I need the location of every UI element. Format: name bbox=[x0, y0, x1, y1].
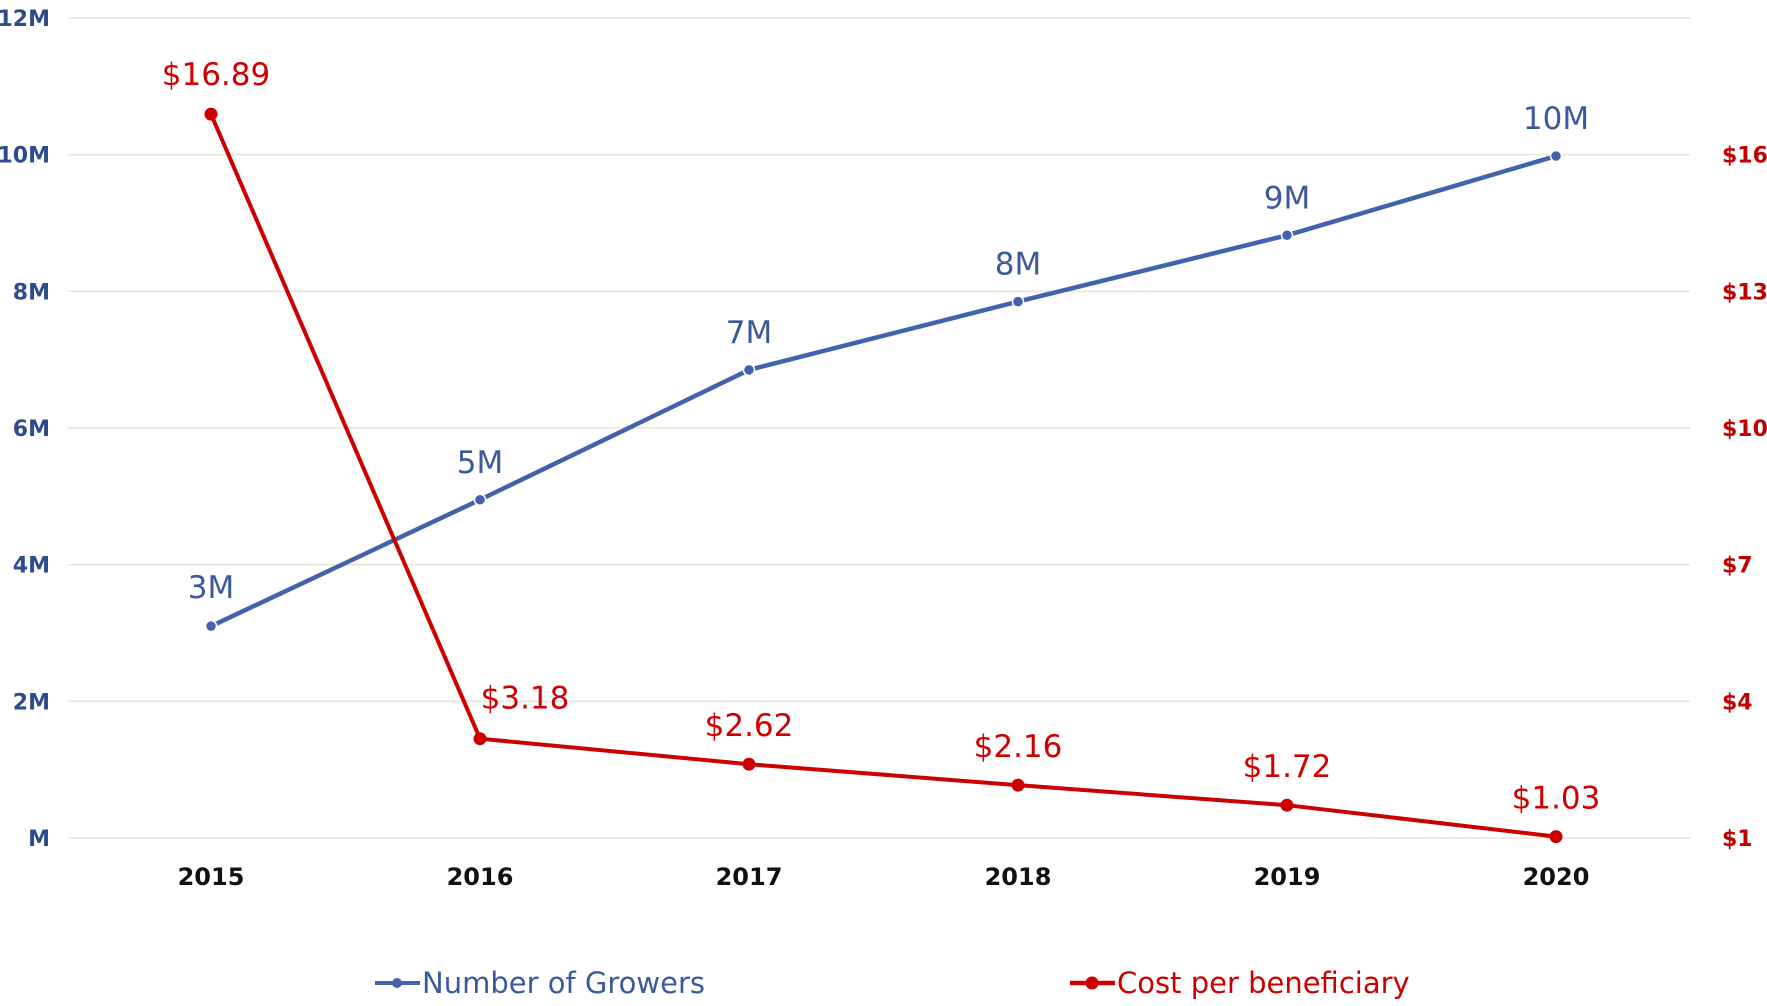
right-tick-label: $10 bbox=[1722, 417, 1767, 442]
growers-data-label: 3M bbox=[188, 570, 234, 606]
series bbox=[204, 107, 1563, 844]
legend-cost-label: Cost per beneficiary bbox=[1117, 966, 1410, 1000]
left-tick-label: 8M bbox=[13, 280, 50, 305]
cost-line bbox=[209, 112, 1558, 839]
cost-point bbox=[1011, 778, 1025, 792]
x-tick-label: 2015 bbox=[178, 863, 245, 891]
legend-cost-marker bbox=[1085, 976, 1099, 990]
growers-point bbox=[204, 619, 218, 633]
legend-growers-marker bbox=[392, 978, 402, 988]
cost-point bbox=[1549, 830, 1563, 844]
left-y-axis: M 2M 4M 6M 8M 10M 12M bbox=[0, 7, 50, 852]
x-tick-label: 2017 bbox=[716, 863, 783, 891]
x-tick-label: 2018 bbox=[985, 863, 1052, 891]
cost-data-label: $2.62 bbox=[705, 708, 794, 744]
left-tick-label: 12M bbox=[0, 7, 50, 32]
x-axis: 2015 2016 2017 2018 2019 2020 bbox=[178, 863, 1590, 891]
growers-data-label: 8M bbox=[995, 247, 1041, 283]
growers-point bbox=[473, 493, 487, 506]
x-tick-label: 2016 bbox=[447, 863, 514, 891]
cost-point bbox=[1280, 798, 1294, 812]
left-tick-label: 10M bbox=[0, 144, 50, 169]
legend-growers-label: Number of Growers bbox=[422, 966, 705, 1000]
growers-line bbox=[208, 153, 1559, 629]
cost-data-label: $3.18 bbox=[481, 681, 570, 717]
cost-point bbox=[204, 107, 218, 121]
cost-data-label: $1.72 bbox=[1243, 749, 1332, 785]
growers-data-label: 5M bbox=[457, 445, 503, 481]
data-labels: 3M 5M 7M 8M 9M 10M $16.89 $3.18 $2.62 $2.16 $1.72 $… bbox=[162, 57, 1601, 817]
right-tick-label: $1 bbox=[1722, 827, 1753, 852]
right-tick-label: $7 bbox=[1722, 554, 1753, 579]
growers-point bbox=[1280, 229, 1294, 242]
x-tick-label: 2019 bbox=[1254, 863, 1321, 891]
growers-point bbox=[1549, 149, 1563, 163]
growers-point bbox=[742, 363, 756, 377]
growers-data-label: 7M bbox=[726, 315, 772, 351]
cost-point bbox=[742, 757, 756, 771]
left-tick-label: M bbox=[28, 827, 50, 852]
growers-point bbox=[1011, 295, 1025, 308]
cost-data-label: $2.16 bbox=[974, 729, 1063, 765]
growers-data-label: 9M bbox=[1264, 180, 1310, 216]
right-tick-label: $16 bbox=[1722, 144, 1767, 169]
legend: Number of Growers Cost per beneficiary bbox=[375, 966, 1410, 1000]
left-tick-label: 6M bbox=[13, 417, 50, 442]
cost-data-label: $1.03 bbox=[1512, 781, 1601, 817]
gridlines bbox=[68, 17, 1690, 839]
left-tick-label: 4M bbox=[13, 554, 50, 579]
growers-data-label: 10M bbox=[1523, 101, 1589, 137]
right-tick-label: $4 bbox=[1722, 690, 1753, 715]
right-y-axis: $1 $4 $7 $10 $13 $16 bbox=[1722, 144, 1767, 852]
cost-point bbox=[473, 732, 487, 746]
x-tick-label: 2020 bbox=[1523, 863, 1590, 891]
right-tick-label: $13 bbox=[1722, 280, 1767, 305]
left-tick-label: 2M bbox=[13, 690, 50, 715]
cost-data-label: $16.89 bbox=[162, 57, 270, 93]
